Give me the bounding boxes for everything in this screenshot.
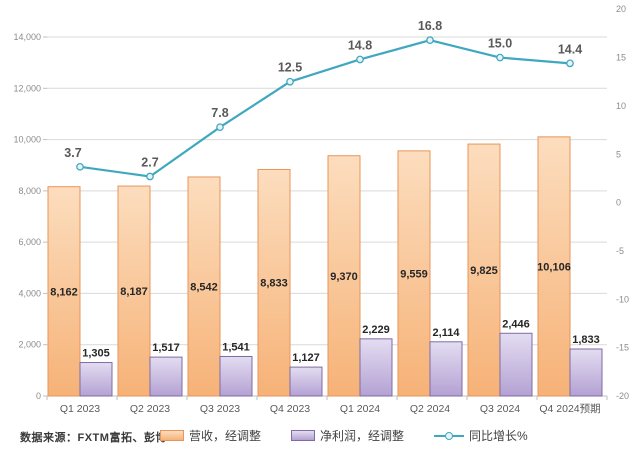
legend-item-profit: 净利润，经调整 xyxy=(291,427,404,444)
profit-bar xyxy=(569,348,603,397)
bar-value-label: 9,370 xyxy=(330,271,358,283)
revenue-swatch-icon xyxy=(160,430,184,441)
growth-marker xyxy=(216,123,224,132)
growth-marker xyxy=(426,36,434,44)
growth-line-swatch-icon xyxy=(434,431,465,441)
profit-swatch-icon xyxy=(291,430,316,441)
bar-value-label: 8,162 xyxy=(50,286,78,298)
profit-bar xyxy=(79,362,113,397)
y-axis-left-label: 14,000 xyxy=(13,32,41,42)
bar-value-label: 1,517 xyxy=(152,342,180,354)
growth-value-label: 15.0 xyxy=(488,37,512,51)
bar-value-label: 9,825 xyxy=(470,265,498,277)
y-axis-right-label: 15 xyxy=(616,53,626,63)
source-note: 数据来源：FXTM富拓、彭博 xyxy=(20,432,167,444)
profit-bar xyxy=(289,366,323,397)
legend-item-revenue: 营收，经调整 xyxy=(160,427,261,444)
x-axis-label: Q2 2023 xyxy=(130,403,170,415)
y-axis-right-label: -10 xyxy=(616,294,629,304)
revenue-bar xyxy=(537,136,571,397)
x-axis-label: Q1 2024 xyxy=(340,403,380,415)
bar-value-label: 2,229 xyxy=(362,324,390,336)
y-axis-left-label: 2,000 xyxy=(18,340,41,350)
bar-value-label: 9,559 xyxy=(400,268,428,280)
growth-marker xyxy=(566,59,574,68)
profit-bar xyxy=(359,338,393,397)
revenue-bar xyxy=(467,143,501,397)
growth-value-label: 14.4 xyxy=(558,42,582,56)
y-axis-right-label: 20 xyxy=(616,4,626,14)
x-axis-label: Q2 2024 xyxy=(410,403,450,415)
y-axis-right-label: -20 xyxy=(616,391,629,401)
revenue-bar xyxy=(257,168,291,397)
revenue-bar xyxy=(117,185,151,397)
profit-bar xyxy=(429,341,463,397)
growth-value-label: 14.8 xyxy=(348,38,372,52)
y-axis-right-label: 10 xyxy=(616,101,626,111)
profit-bar xyxy=(149,356,183,397)
growth-marker xyxy=(76,162,84,171)
y-axis-right-label: -15 xyxy=(616,343,629,353)
y-axis-left-label: 10,000 xyxy=(13,135,41,145)
growth-marker xyxy=(496,53,504,62)
legend-label-profit: 净利润，经调整 xyxy=(320,429,405,443)
x-axis-label: Q4 2023 xyxy=(270,403,310,415)
legend-label-growth: 同比增长% xyxy=(469,429,528,443)
growth-marker xyxy=(286,77,294,86)
y-axis-left-label: 8,000 xyxy=(18,186,41,196)
bar-value-label: 8,542 xyxy=(190,281,218,293)
y-axis-right-label: -5 xyxy=(616,246,624,256)
bar-value-label: 1,541 xyxy=(222,341,250,353)
growth-marker xyxy=(146,172,154,181)
y-axis-left-label: 6,000 xyxy=(18,237,41,247)
growth-value-label: 12.5 xyxy=(278,61,302,75)
profit-bar xyxy=(499,332,533,397)
bar-value-label: 2,446 xyxy=(502,318,530,330)
revenue-bar xyxy=(327,155,361,397)
x-axis-label: Q3 2023 xyxy=(200,403,240,415)
y-axis-left-label: 4,000 xyxy=(18,288,41,298)
growth-value-label: 2.7 xyxy=(141,155,158,169)
growth-marker xyxy=(356,55,364,64)
revenue-bar xyxy=(187,176,221,397)
bar-value-label: 1,127 xyxy=(292,352,320,364)
bar-value-label: 1,833 xyxy=(572,334,600,346)
growth-value-label: 3.7 xyxy=(64,146,81,160)
bar-value-label: 1,305 xyxy=(82,348,110,360)
revenue-bar xyxy=(47,186,81,397)
revenue-bar xyxy=(397,150,431,397)
bar-value-label: 10,106 xyxy=(537,261,571,273)
bar-value-label: 2,114 xyxy=(433,327,461,339)
legend: 营收，经调整 净利润，经调整 同比增长% xyxy=(160,427,528,444)
x-axis-label: Q3 2024 xyxy=(480,403,520,415)
x-axis-label: Q1 2023 xyxy=(60,403,100,415)
profit-bar xyxy=(219,355,253,397)
y-axis-right-label: 5 xyxy=(616,149,621,159)
legend-label-revenue: 营收，经调整 xyxy=(189,429,262,443)
growth-value-label: 7.8 xyxy=(211,106,228,120)
growth-value-label: 16.8 xyxy=(418,19,442,33)
bar-value-label: 8,187 xyxy=(120,286,148,298)
y-axis-left-label: 12,000 xyxy=(13,83,41,93)
bar-value-label: 8,833 xyxy=(260,278,288,290)
growth-line xyxy=(79,39,571,178)
x-axis-label: Q4 2024预期 xyxy=(539,403,600,415)
legend-item-growth: 同比增长% xyxy=(434,427,528,444)
y-axis-right-label: 0 xyxy=(616,198,621,208)
y-axis-left-label: 0 xyxy=(36,391,41,401)
